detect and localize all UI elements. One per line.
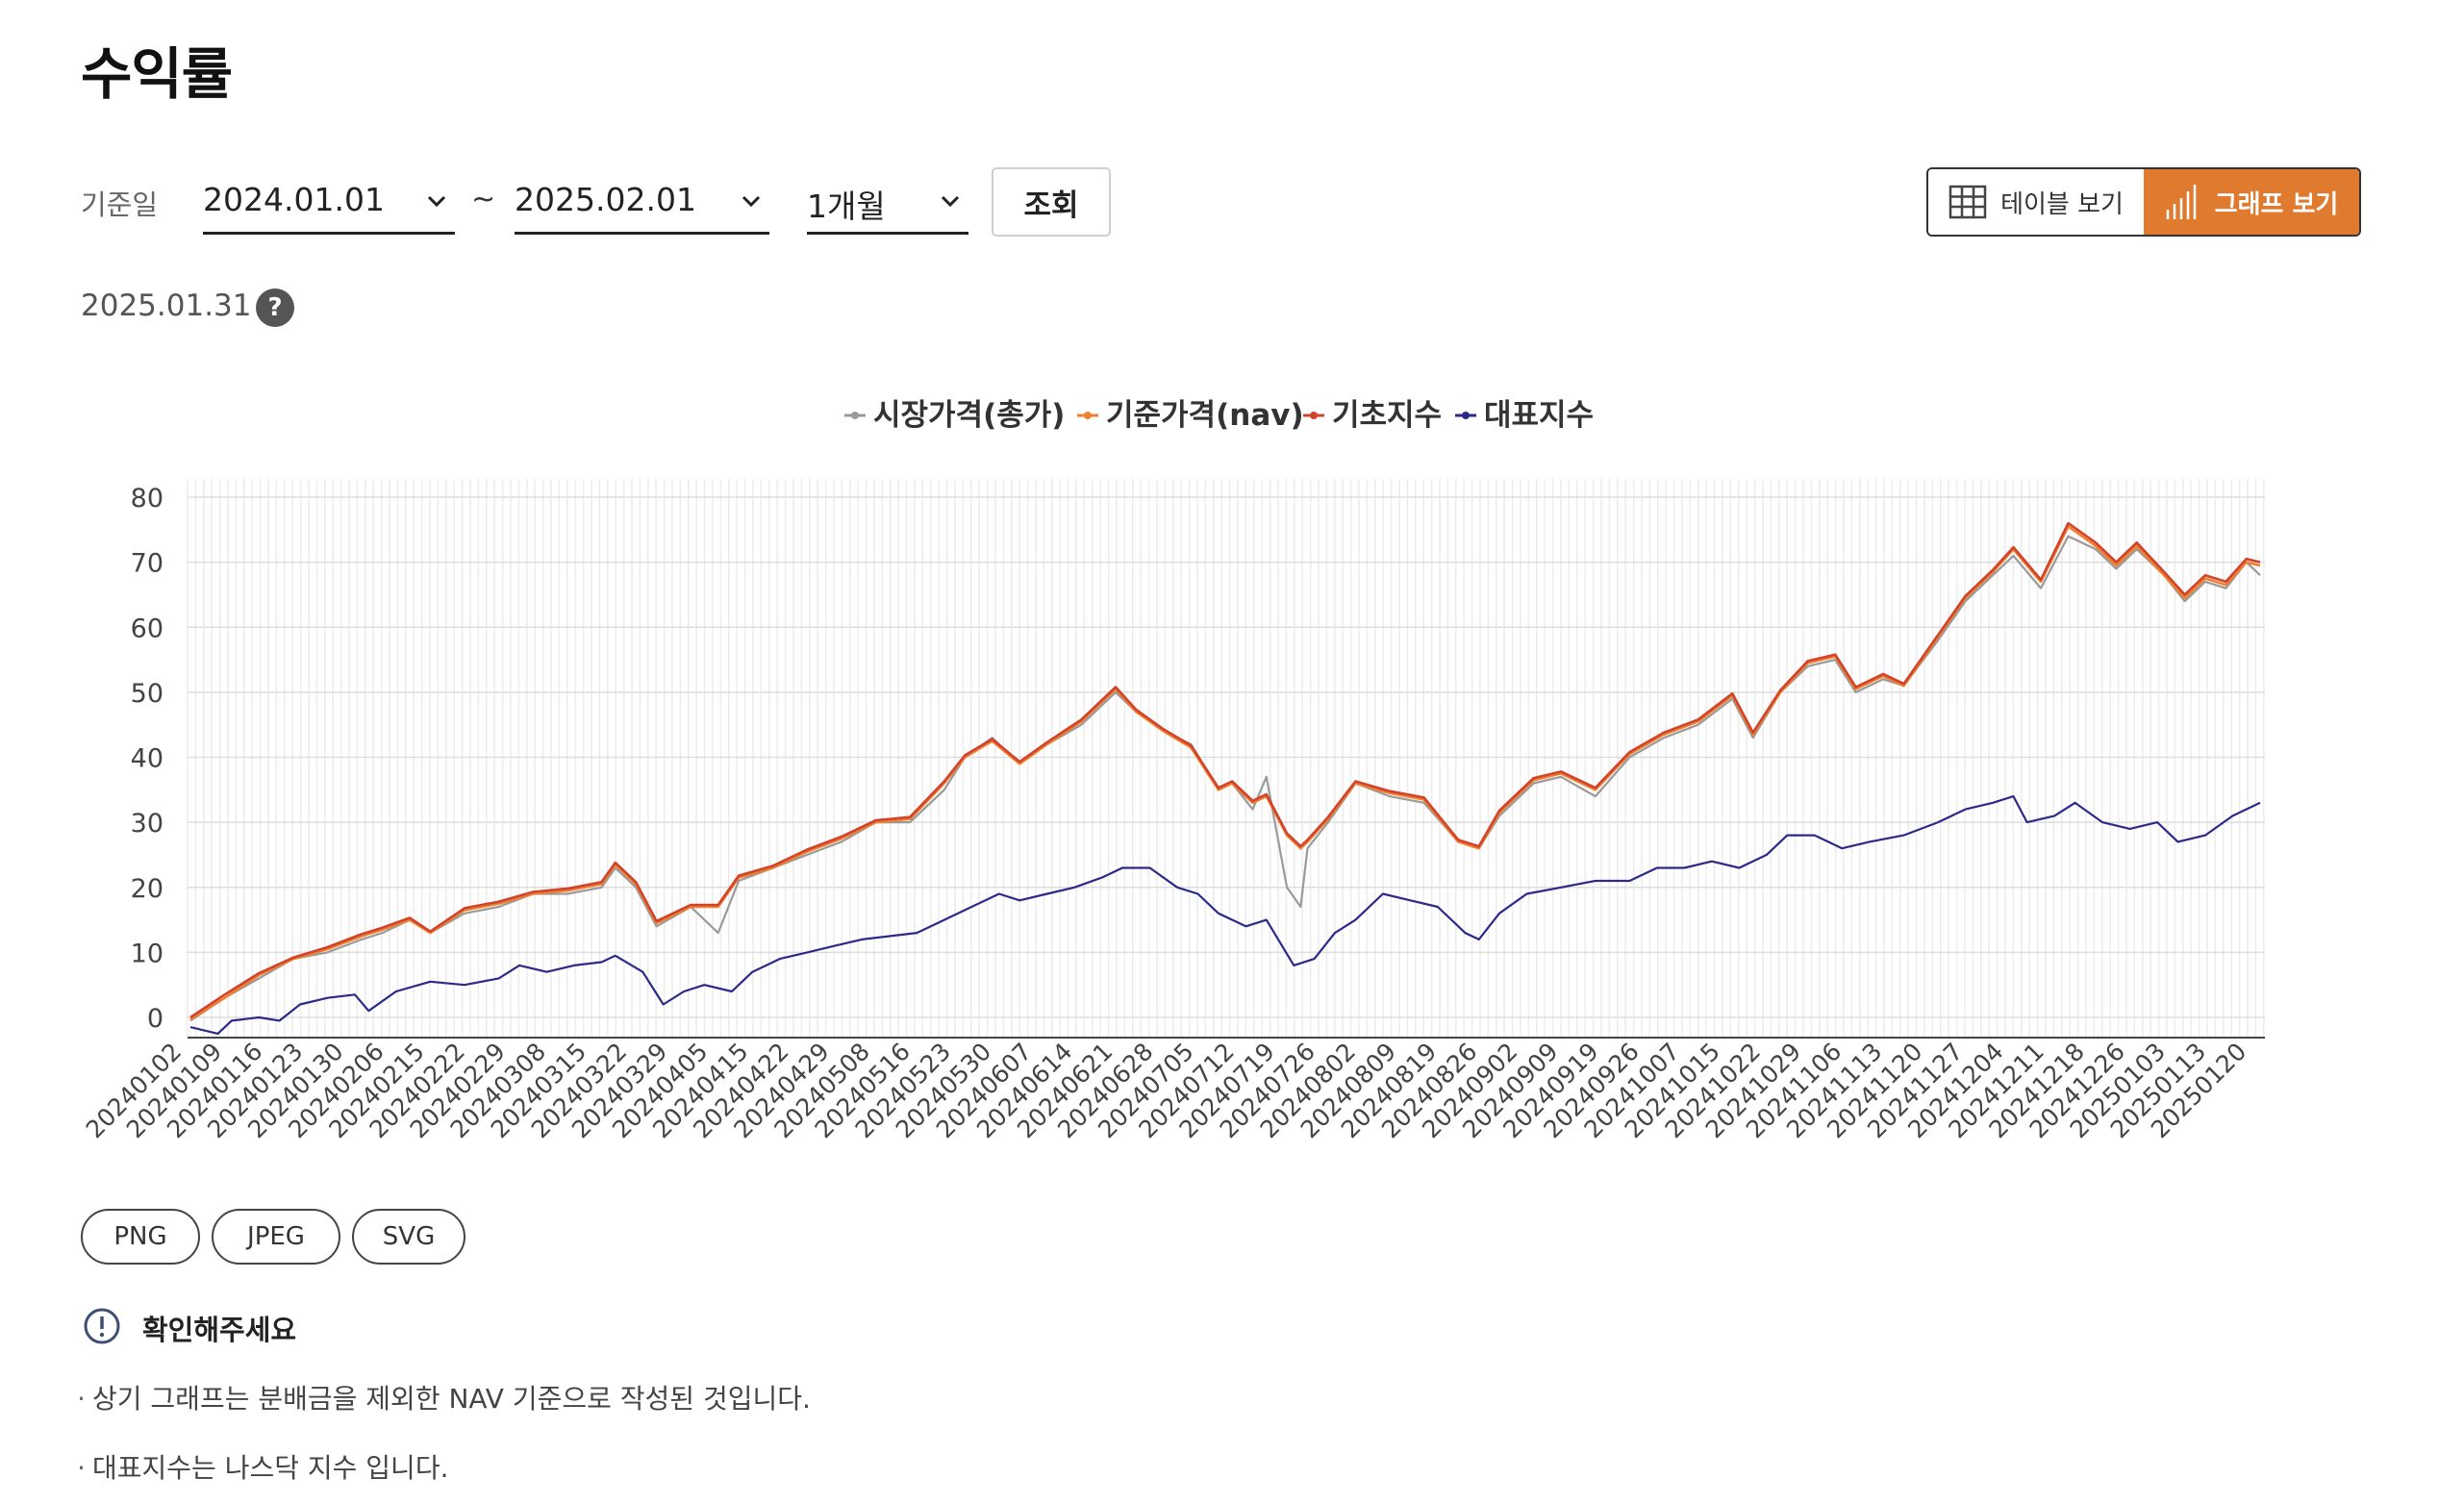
table-view-button[interactable]: 테이블 보기 (1928, 169, 2144, 235)
end-date-value: 2025.02.01 (515, 181, 696, 218)
y-tick-label: 40 (131, 744, 163, 774)
legend-label: 대표지수 (1484, 398, 1594, 433)
returns-line-chart: 시장가격(총가) 기준가격(nav) 기초지수 대표지수 0 10 20 30 40 50 60 7… (81, 398, 2265, 1143)
notice-item-text: 대표지수는 나스닥 지수 입니다. (92, 1452, 449, 1484)
start-date-value: 2024.01.01 (203, 181, 385, 218)
period-value: 1개월 (807, 188, 886, 225)
table-icon (1949, 185, 1987, 219)
export-svg-button[interactable]: SVG (352, 1209, 465, 1265)
legend-label: 기초지수 (1332, 398, 1442, 433)
chart-legend: 시장가격(총가) 기준가격(nav) 기초지수 대표지수 (844, 398, 1594, 433)
chevron-down-icon (742, 195, 761, 208)
x-axis: 2024010220240109202401162024012320240130… (81, 1038, 2252, 1143)
bullet: · (77, 1452, 86, 1484)
legend-marker (1310, 412, 1318, 419)
date-range-separator: ~ (471, 183, 496, 216)
graph-view-label: 그래프 보기 (2214, 189, 2339, 219)
series-line (189, 795, 2261, 1035)
chart-horizontal-grid (188, 496, 2265, 1018)
y-tick-label: 20 (131, 874, 163, 904)
y-tick-label: 80 (131, 484, 163, 514)
notice-item: · 대표지수는 나스닥 지수 입니다. (77, 1447, 448, 1486)
legend-label: 기준가격(nav) (1106, 398, 1304, 433)
chevron-down-icon (941, 195, 960, 208)
page-title: 수익률 (81, 41, 233, 107)
legend-marker (1084, 412, 1092, 419)
y-tick-label: 10 (131, 939, 163, 968)
view-toggle: 테이블 보기 그래프 보기 (1926, 167, 2361, 237)
legend-marker (851, 412, 859, 419)
notice-item: · 상기 그래프는 분배금을 제외한 NAV 기준으로 작성된 것입니다. (77, 1378, 811, 1416)
help-icon[interactable]: ? (256, 288, 294, 327)
chart-series (189, 521, 2261, 1035)
period-select[interactable]: 1개월 (807, 173, 968, 235)
filter-label: 기준일 (81, 188, 159, 221)
series-line (189, 525, 2261, 1021)
bar-chart-icon (2166, 185, 2196, 219)
y-tick-label: 0 (147, 1004, 163, 1034)
notice-title: 확인해주세요 (142, 1314, 297, 1346)
bullet: · (77, 1383, 86, 1415)
legend-marker (1462, 412, 1470, 419)
y-tick-label: 50 (131, 679, 163, 709)
table-view-label: 테이블 보기 (2000, 189, 2124, 219)
export-png-button[interactable]: PNG (81, 1209, 200, 1265)
info-icon (84, 1308, 120, 1344)
chevron-down-icon (427, 195, 446, 208)
legend-label: 시장가격(총가) (873, 398, 1065, 433)
export-jpeg-button[interactable]: JPEG (212, 1209, 340, 1265)
y-tick-label: 70 (131, 549, 163, 579)
graph-view-button[interactable]: 그래프 보기 (2144, 169, 2359, 235)
end-date-select[interactable]: 2025.02.01 (515, 173, 769, 235)
as-of-date: 2025.01.31 (81, 288, 252, 323)
chart-vertical-grid (187, 479, 2265, 1038)
series-line (189, 521, 2261, 1019)
y-tick-label: 60 (131, 614, 163, 643)
y-tick-label: 30 (131, 809, 163, 839)
search-button[interactable]: 조회 (992, 167, 1111, 237)
y-axis: 0 10 20 30 40 50 60 70 80 (131, 484, 2265, 1039)
start-date-select[interactable]: 2024.01.01 (203, 173, 455, 235)
series-line (189, 535, 2261, 1022)
notice-item-text: 상기 그래프는 분배금을 제외한 NAV 기준으로 작성된 것입니다. (92, 1383, 811, 1415)
